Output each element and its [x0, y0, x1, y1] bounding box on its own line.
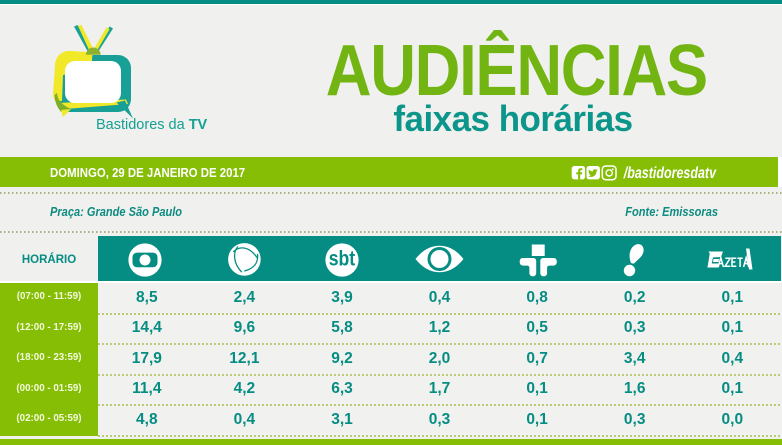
svg-text:/bastidoresdatv: /bastidoresdatv [623, 165, 717, 182]
svg-text:sbt: sbt [329, 247, 356, 271]
